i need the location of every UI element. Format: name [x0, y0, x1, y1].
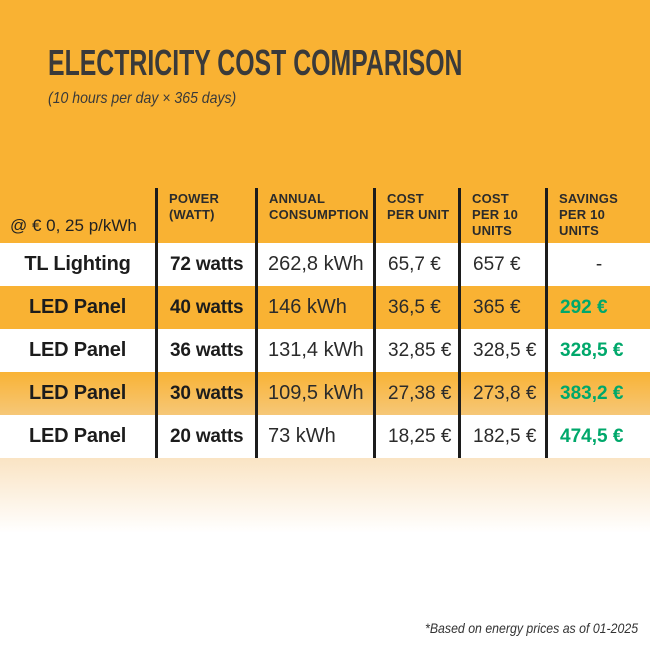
- cost-per-10-cell: 273,8 €: [458, 372, 545, 415]
- header-line: (WATT): [169, 206, 215, 222]
- page-title: ELECTRICITY COST COMPARISON: [48, 42, 463, 83]
- page-subtitle: (10 hours per day × 365 days): [48, 90, 237, 107]
- cost-per-10-cell: 182,5 €: [458, 415, 545, 458]
- row-label: LED Panel: [28, 382, 127, 404]
- header-line: UNITS: [559, 222, 599, 238]
- header-line: CONSUMPTION: [269, 206, 369, 222]
- header-line: SAVINGS: [559, 191, 618, 206]
- savings-cell: -: [545, 243, 650, 286]
- savings-cell: 474,5 €: [545, 415, 650, 458]
- cost-per-10-cell: 657 €: [458, 243, 545, 286]
- savings-cell: 328,5 €: [545, 329, 650, 372]
- header-line: UNITS: [472, 222, 512, 238]
- header-line: COST: [387, 191, 424, 206]
- cost-per-unit-cell: 32,85 €: [373, 329, 458, 372]
- consumption-cell: 109,5 kWh: [255, 372, 373, 415]
- col-header-power: POWER (WATT): [155, 188, 255, 243]
- header-line: PER 10: [559, 206, 606, 222]
- cost-per-10-cell: 328,5 €: [458, 329, 545, 372]
- rate-note: @ € 0, 25 p/kWh: [10, 216, 137, 235]
- power-cell: 40 watts: [155, 286, 255, 329]
- consumption-cell: 131,4 kWh: [255, 329, 373, 372]
- header-line: ANNUAL: [269, 191, 326, 206]
- power-cell: 30 watts: [155, 372, 255, 415]
- cost-per-unit-cell: 36,5 €: [373, 286, 458, 329]
- row-label: LED Panel: [0, 415, 155, 458]
- savings-cell: 292 €: [545, 286, 650, 329]
- power-cell: 36 watts: [155, 329, 255, 372]
- comparison-table: @ € 0, 25 p/kWh POWER (WATT) ANNUAL CONS…: [0, 188, 650, 458]
- header-line: PER UNIT: [387, 206, 450, 222]
- col-header-savings: SAVINGS PER 10 UNITS: [545, 188, 650, 243]
- consumption-cell: 146 kWh: [255, 286, 373, 329]
- power-cell: 20 watts: [155, 415, 255, 458]
- savings-cell: 383,2 €: [545, 372, 650, 415]
- cost-per-unit-cell: 65,7 €: [373, 243, 458, 286]
- consumption-cell: 262,8 kWh: [255, 243, 373, 286]
- consumption-cell: 73 kWh: [255, 415, 373, 458]
- header-line: POWER: [169, 191, 220, 206]
- header-line: PER 10: [472, 206, 519, 222]
- col-header-cost-per-10: COST PER 10 UNITS: [458, 188, 545, 243]
- cost-per-unit-cell: 27,38 €: [373, 372, 458, 415]
- footnote: *Based on energy prices as of 01-2025: [424, 620, 638, 636]
- row-label: TL Lighting: [0, 243, 155, 286]
- row-label: LED Panel: [28, 296, 127, 318]
- row-label: LED Panel: [0, 329, 155, 372]
- cost-per-unit-cell: 18,25 €: [373, 415, 458, 458]
- power-cell: 72 watts: [155, 243, 255, 286]
- header-line: COST: [472, 191, 509, 206]
- cost-per-10-cell: 365 €: [458, 286, 545, 329]
- col-header-cost-per-unit: COST PER UNIT: [373, 188, 458, 243]
- col-header-annual-consumption: ANNUAL CONSUMPTION: [255, 188, 373, 243]
